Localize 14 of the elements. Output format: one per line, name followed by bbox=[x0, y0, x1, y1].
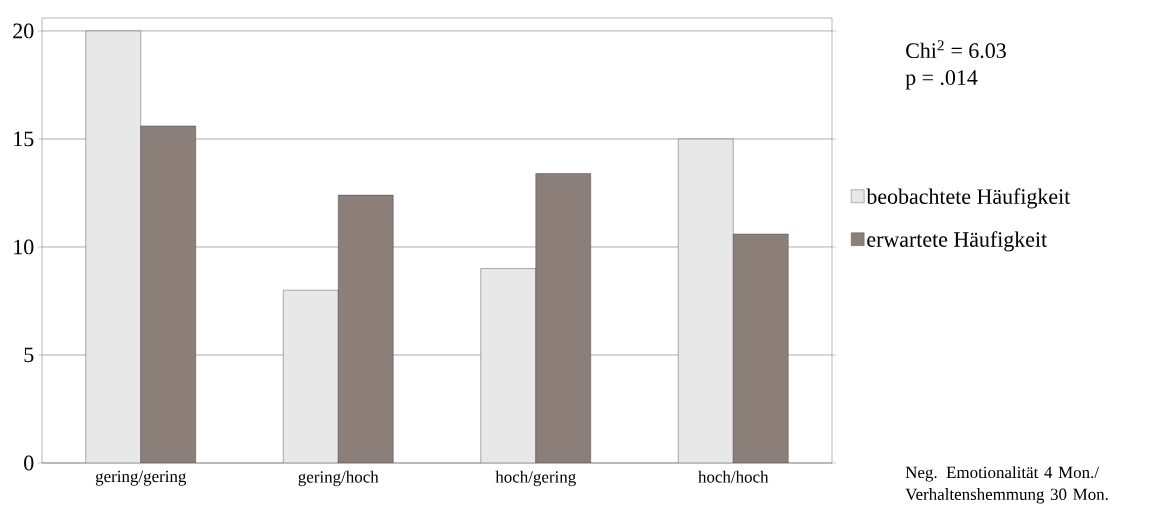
x-tick-label: hoch/hoch bbox=[698, 470, 769, 483]
y-tick-label: 5 bbox=[24, 347, 34, 363]
y-tick-label: 20 bbox=[13, 23, 34, 39]
x-tick-label: gering/gering bbox=[95, 470, 187, 486]
text: p = .014 bbox=[905, 70, 978, 90]
y-tick-label: 15 bbox=[14, 131, 34, 147]
y-tick-label: 10 bbox=[14, 239, 34, 255]
text: Chi$^{2}$ = 6.03 bbox=[906, 40, 1006, 59]
x-tick-label: hoch/gering bbox=[495, 470, 576, 487]
legend-label: beobachtete Häufigkeit bbox=[866, 188, 1071, 209]
text: Neg. Emotionalität 4 Mon./ Verhaltenshemmung 30 Mon. bbox=[905, 466, 1108, 504]
x-tick-label: gering/hoch bbox=[298, 470, 379, 487]
legend-label: erwartete Häufigkeit bbox=[867, 231, 1048, 252]
y-tick-label: 0 bbox=[24, 455, 34, 471]
